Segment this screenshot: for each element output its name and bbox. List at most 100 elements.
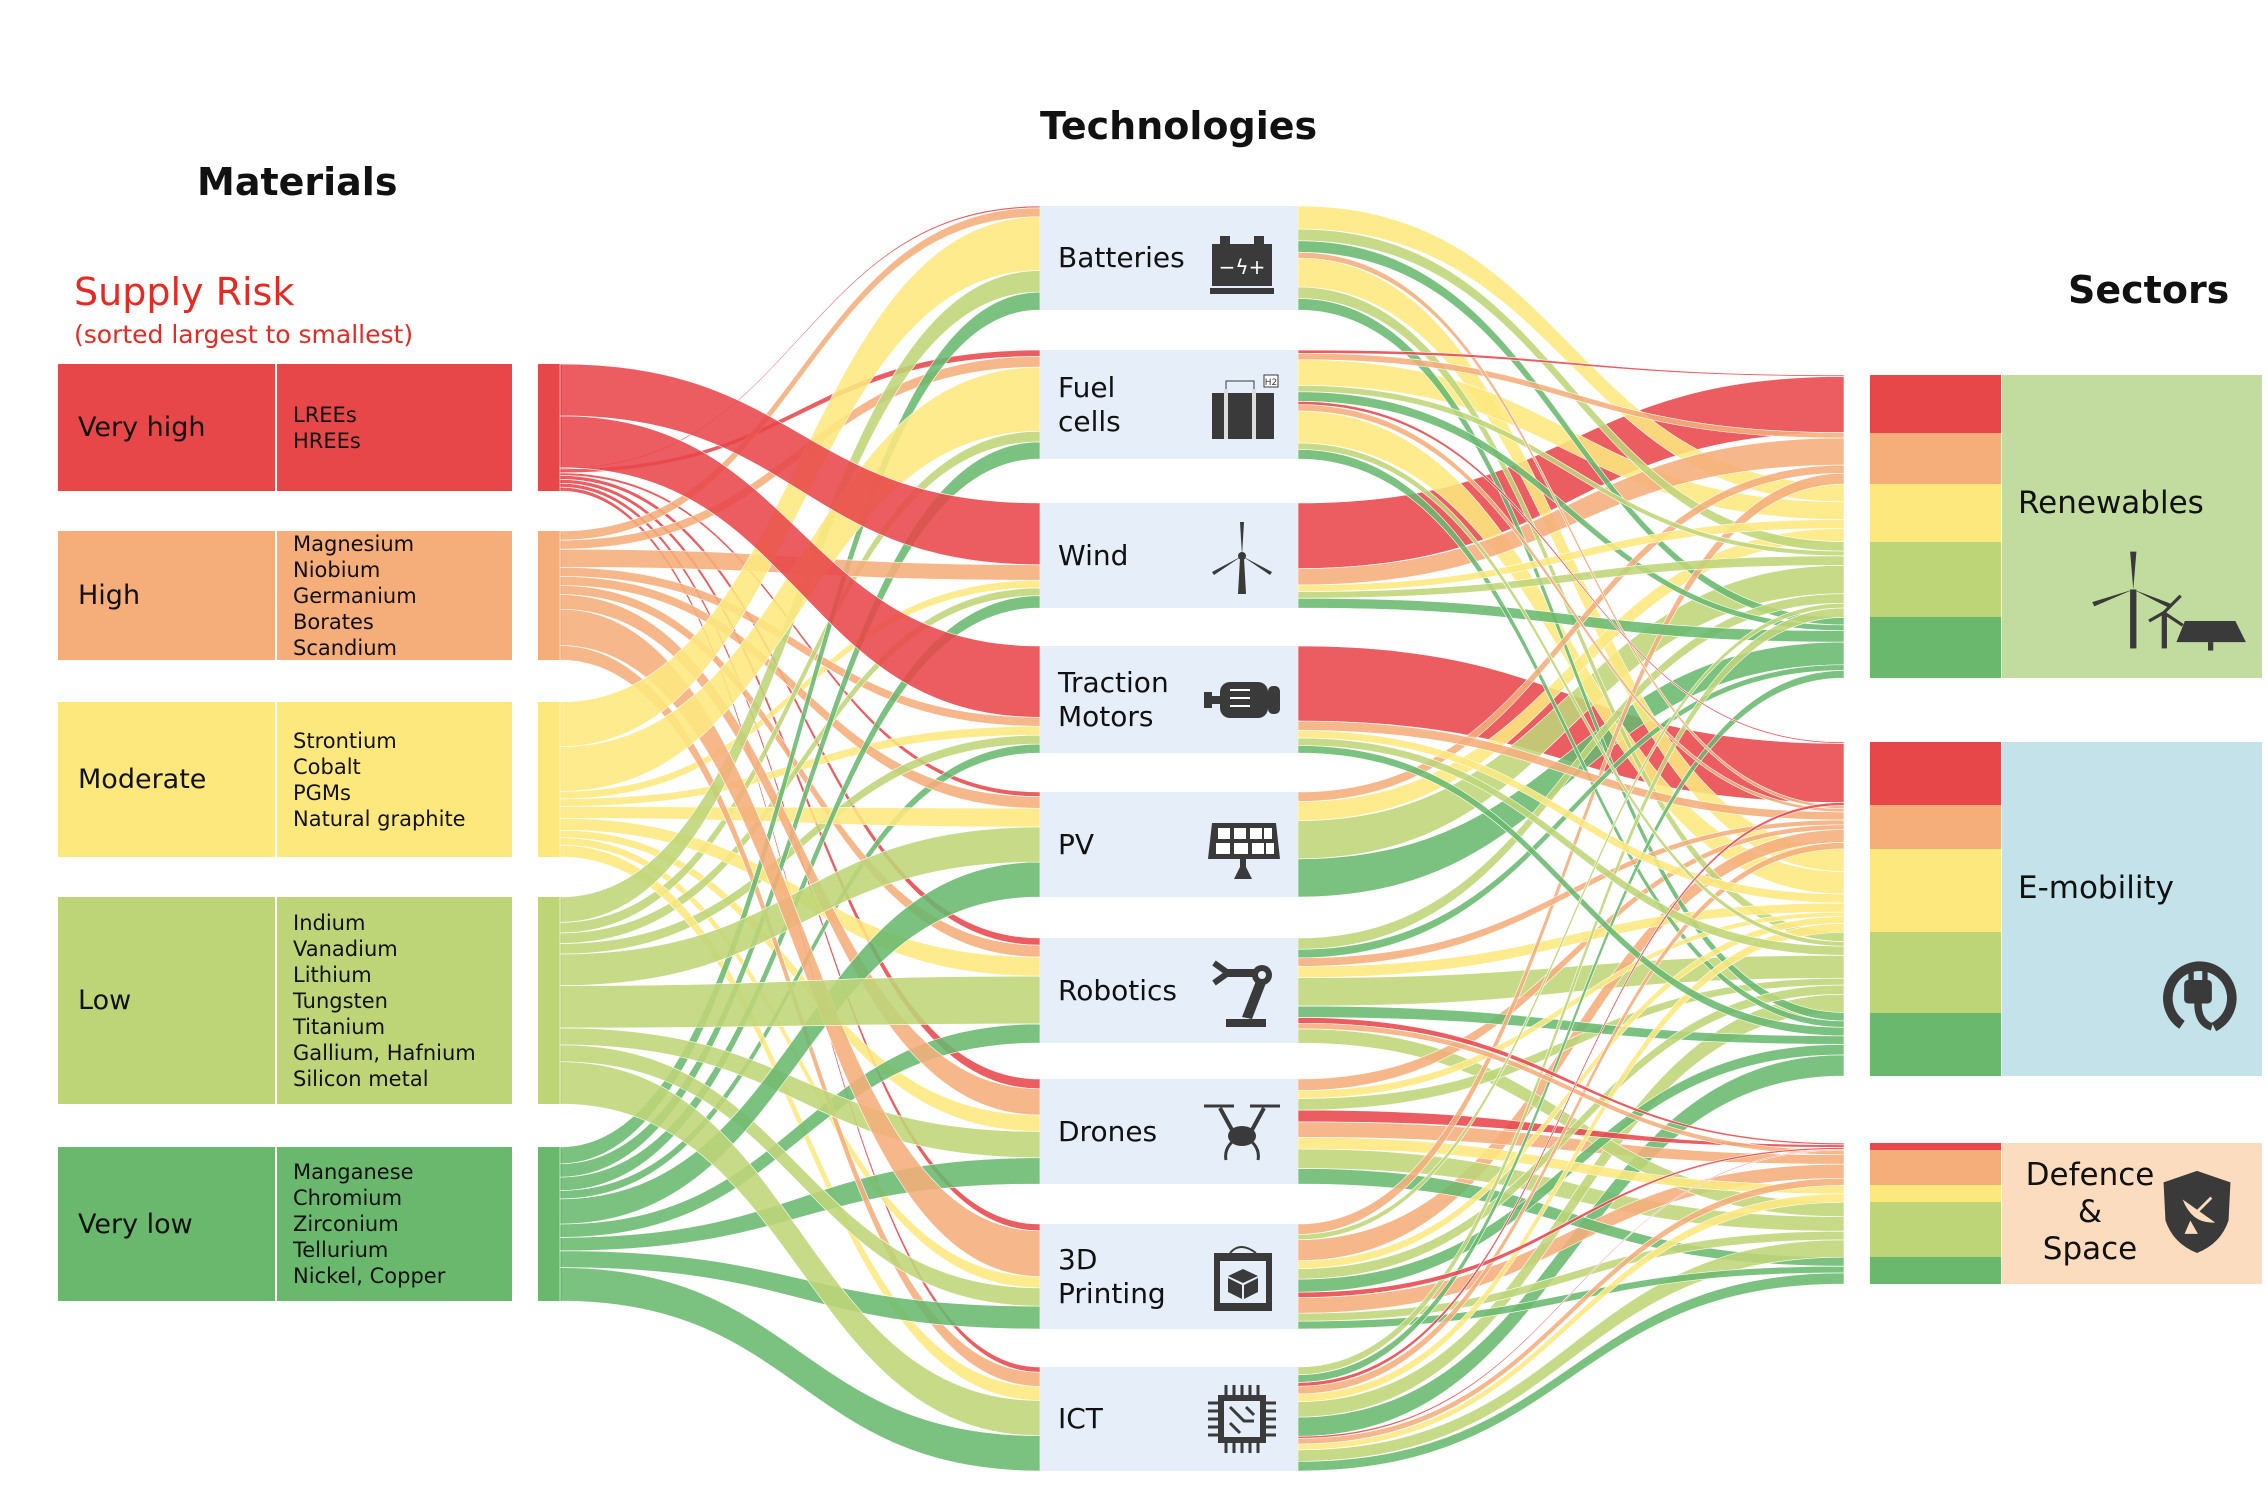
flow-technology-sector bbox=[1297, 730, 1845, 904]
material-item: Germanium bbox=[293, 583, 417, 608]
sector-label: Defence & Space bbox=[2025, 1157, 2155, 1267]
flow-technology-sector bbox=[1297, 472, 1845, 1235]
flow-technology-sector bbox=[1297, 384, 1845, 557]
material-node-bar bbox=[538, 364, 562, 491]
material-item: Indium bbox=[293, 910, 366, 935]
sector-label: Renewables bbox=[2018, 485, 2204, 521]
flow-technology-sector bbox=[1297, 737, 1845, 956]
sector-risk-segment-h bbox=[1870, 805, 2001, 849]
sector-risk-segment-vl bbox=[1870, 1257, 2001, 1284]
sector-risk-segment-vh bbox=[1870, 375, 2001, 433]
flow-technology-sector bbox=[1297, 251, 1845, 809]
material-list: Manganese Chromium Zirconium Tellurium Nicke… bbox=[277, 1147, 512, 1301]
solar-panel-icon bbox=[1208, 822, 1280, 879]
sector-risk-segment-l bbox=[1870, 541, 2001, 618]
sector-risk-segment-vl bbox=[1870, 1012, 2001, 1076]
technology-pv: PV bbox=[1040, 792, 1298, 897]
flow-technology-sector bbox=[1297, 1193, 1845, 1451]
technology-fc: Fuel cells H2 bbox=[1040, 350, 1298, 459]
sector-emob: E-mobility bbox=[2002, 742, 2262, 1076]
flow-technology-sector bbox=[1297, 670, 1845, 1383]
material-node-bar bbox=[538, 531, 562, 660]
flow-technology-sector bbox=[1297, 205, 1845, 503]
sector-risk-segment-h bbox=[1870, 432, 2001, 485]
flow-technology-sector bbox=[1297, 519, 1845, 592]
technology-label: Traction Motors bbox=[1058, 665, 1169, 733]
flow-technology-sector bbox=[1297, 555, 1845, 599]
technology-label: Batteries bbox=[1058, 241, 1185, 274]
material-item: Strontium bbox=[293, 728, 397, 753]
flow-material-technology bbox=[559, 975, 1041, 1029]
flow-technology-sector bbox=[1297, 1272, 1845, 1472]
sector-label: E-mobility bbox=[2018, 870, 2174, 906]
material-item: Lithium bbox=[293, 962, 372, 987]
technology-label: ICT bbox=[1058, 1402, 1103, 1435]
material-item: Chromium bbox=[293, 1186, 403, 1210]
material-level-label: Very low bbox=[78, 1208, 193, 1240]
flow-technology-sector bbox=[1297, 1265, 1845, 1330]
material-item: Niobium bbox=[293, 557, 381, 582]
technology-wind: Wind bbox=[1040, 503, 1298, 608]
fuel-cell-icon: H2 bbox=[1212, 374, 1279, 439]
material-list: Strontium Cobalt PGMs Natural graphite bbox=[277, 702, 512, 857]
material-level-label: High bbox=[78, 580, 141, 611]
material-list: Indium Vanadium Lithium Tungsten Titanium Gal… bbox=[277, 897, 512, 1104]
material-node-bar bbox=[538, 897, 562, 1104]
flow-technology-sector bbox=[1297, 911, 1845, 1099]
sector-risk-segment-vl bbox=[1870, 617, 2001, 678]
technology-label: Fuel cells bbox=[1058, 370, 1121, 438]
material-item: Tellurium bbox=[293, 1238, 389, 1262]
flow-technology-sector bbox=[1297, 442, 1845, 947]
supply-risk-subtitle: (sorted largest to smallest) bbox=[74, 320, 414, 349]
material-level-h: High bbox=[58, 531, 275, 660]
material-item: Cobalt bbox=[293, 754, 361, 779]
material-list: LREEs HREEs bbox=[277, 364, 512, 491]
technology-label: 3D Printing bbox=[1058, 1242, 1166, 1310]
material-item: Borates bbox=[293, 609, 374, 634]
material-item: LREEs bbox=[293, 402, 357, 427]
flow-technology-sector bbox=[1297, 607, 1845, 1376]
material-item: Gallium, Hafnium bbox=[293, 1040, 476, 1065]
sector-risk-segment-m bbox=[1870, 848, 2001, 933]
material-level-m: Moderate bbox=[58, 702, 275, 857]
material-level-label: Moderate bbox=[78, 764, 207, 795]
flow-technology-sector bbox=[1297, 842, 1845, 1395]
material-level-vl: Very low bbox=[58, 1147, 275, 1301]
material-item: PGMs bbox=[293, 780, 351, 805]
flow-material-technology bbox=[559, 363, 1041, 566]
sector-risk-segment-m bbox=[1870, 1185, 2001, 1203]
flow-technology-sector bbox=[1297, 464, 1845, 802]
technology-bat: Batteries −ϟ+ bbox=[1040, 206, 1298, 310]
plug-icon bbox=[2163, 961, 2237, 1032]
technology-label: PV bbox=[1058, 827, 1095, 861]
flow-technology-sector bbox=[1297, 1017, 1845, 1146]
flow-technology-sector bbox=[1297, 802, 1845, 1387]
flow-technology-sector bbox=[1297, 1177, 1845, 1445]
flow-technology-sector bbox=[1297, 1239, 1845, 1462]
flow-technology-sector bbox=[1297, 404, 1845, 813]
flow-technology-sector bbox=[1297, 923, 1845, 1402]
technologies-heading: Technologies bbox=[1040, 104, 1318, 148]
material-item: Tungsten bbox=[293, 988, 388, 1013]
material-item: Zirconium bbox=[293, 1212, 399, 1236]
flow-technology-sector bbox=[1297, 400, 1845, 744]
flow-material-technology bbox=[559, 1267, 1041, 1472]
sector-def: Defence & Space bbox=[2002, 1143, 2262, 1284]
flow-material-technology bbox=[559, 1250, 1041, 1330]
svg-text:−ϟ+: −ϟ+ bbox=[1219, 255, 1266, 279]
3d-printer-icon bbox=[1214, 1245, 1272, 1311]
material-item: Scandium bbox=[293, 635, 397, 660]
material-level-label: Very high bbox=[78, 412, 206, 443]
technology-label: Robotics bbox=[1058, 973, 1177, 1007]
sector-ren: Renewables bbox=[2002, 375, 2262, 678]
sector-risk-segment-l bbox=[1870, 932, 2001, 1013]
wind-turbine-icon bbox=[1212, 521, 1272, 594]
material-item: Magnesium bbox=[293, 531, 415, 556]
drone-icon bbox=[1204, 1104, 1280, 1160]
material-node-bar bbox=[538, 702, 562, 857]
flow-technology-sector bbox=[1297, 391, 1845, 631]
flow-technology-sector bbox=[1297, 824, 1845, 1091]
sectors-heading: Sectors bbox=[2068, 268, 2230, 312]
motor-icon bbox=[1204, 681, 1280, 718]
